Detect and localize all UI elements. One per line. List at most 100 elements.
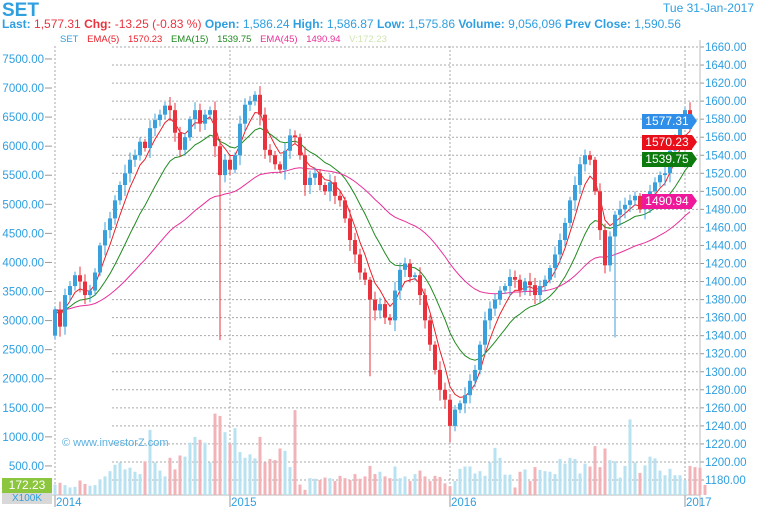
volume-bar [463,466,467,495]
candle-up [193,110,197,120]
price-tick-label: 1520.00 [705,168,747,180]
candle-up [473,369,477,381]
volume-bar [513,487,517,495]
candle-down [298,137,302,156]
volume-bar [308,478,312,495]
volume-bar [533,467,537,495]
volume-bar [318,479,322,495]
price-tick-label: 1360.00 [705,313,747,325]
high-value: 1,586.87 [326,17,374,31]
candle-down [383,304,387,318]
volume-bar [598,467,602,495]
candle-down [373,299,377,311]
volume-tick-label: 500.00 [9,461,44,473]
candle-up [313,173,317,178]
high-label: High: [292,17,324,31]
volume-bar [548,471,552,495]
candle-down [423,295,427,321]
volume-bar [68,487,72,495]
volume-bar [593,446,597,495]
volume-tick-label: 2500.00 [2,345,44,357]
volume-bar [178,455,182,495]
candle-up [498,290,502,300]
legend-ema5-label: EMA(5) [87,34,120,45]
candle-down [433,344,437,370]
prev-close-label: Prev Close: [564,17,631,31]
volume-bar [663,475,667,495]
candle-down [388,317,392,321]
volume-bar [618,477,622,495]
candle-up [483,320,487,345]
legend-ema5-value: 1570.23 [127,34,163,45]
volume-bar [58,482,62,495]
volume-bar [613,461,617,495]
volume-bar [328,478,332,495]
volume-tick-label: 1500.00 [2,403,44,415]
volume-bar [453,481,457,495]
volume-bar [168,457,172,495]
candle-down [213,110,217,147]
legend-volume-value: V:172.23 [349,34,387,45]
candle-up [553,254,557,269]
candle-down [408,263,412,278]
candle-up [558,240,562,255]
candle-up [248,101,252,105]
candle-up [548,268,552,280]
date-label: Tue 31-Jan-2017 [663,1,754,15]
volume-bar [368,465,372,495]
price-tick-label: 1300.00 [705,367,747,379]
candle-up [468,380,472,396]
price-tick-label: 1320.00 [705,349,747,361]
volume-bar [113,464,117,495]
year-label: 2016 [451,497,477,508]
price-tick-label: 1340.00 [705,331,747,343]
volume-bar [493,447,497,495]
volume-bar [273,460,277,495]
ema15-line [54,127,691,361]
volume-bar [258,436,262,495]
candle-up [678,123,682,140]
candle-up [543,279,547,287]
candle-up [243,104,247,124]
volume-bar [413,474,417,495]
volume-bar [228,443,232,495]
volume-bar [348,479,352,495]
candle-up [138,141,142,156]
candle-down [588,155,592,160]
volume-bar [658,470,662,495]
volume-bar [678,475,682,495]
volume-bar [648,456,652,495]
volume-bar [408,481,412,495]
volume-bar [88,485,92,495]
volume-bar [338,475,342,495]
candle-up [253,94,257,102]
price-tick-label: 1480.00 [705,204,747,216]
volume-bar [73,486,77,495]
volume-bar [438,476,442,495]
candle-up [153,120,157,129]
volume-bar [323,477,327,495]
candle-up [608,236,612,266]
ema45-line [54,167,691,311]
volume-bar [148,429,152,495]
candle-down [528,281,532,286]
volume-bar [683,479,687,495]
quote-summary: Last: 1,577.31 Chg: -13.25 (-0.83 %) Ope… [2,17,681,31]
last-value: 1,577.31 [34,17,81,31]
candle-up [523,281,527,291]
volume-bar [468,466,472,495]
candle-up [93,272,97,291]
volume-bar [673,475,677,495]
candle-up [88,290,92,296]
volume-bar [223,432,227,495]
low-label: Low: [376,17,405,31]
price-tick-label: 1620.00 [705,78,747,90]
candle-up [478,344,482,370]
volume-bar [108,471,112,495]
candle-up [223,159,227,176]
volume-unit-label: X100K [2,493,52,504]
chg-label: Chg: [84,17,112,31]
volume-bar [623,465,627,495]
volume-bar [143,461,147,495]
